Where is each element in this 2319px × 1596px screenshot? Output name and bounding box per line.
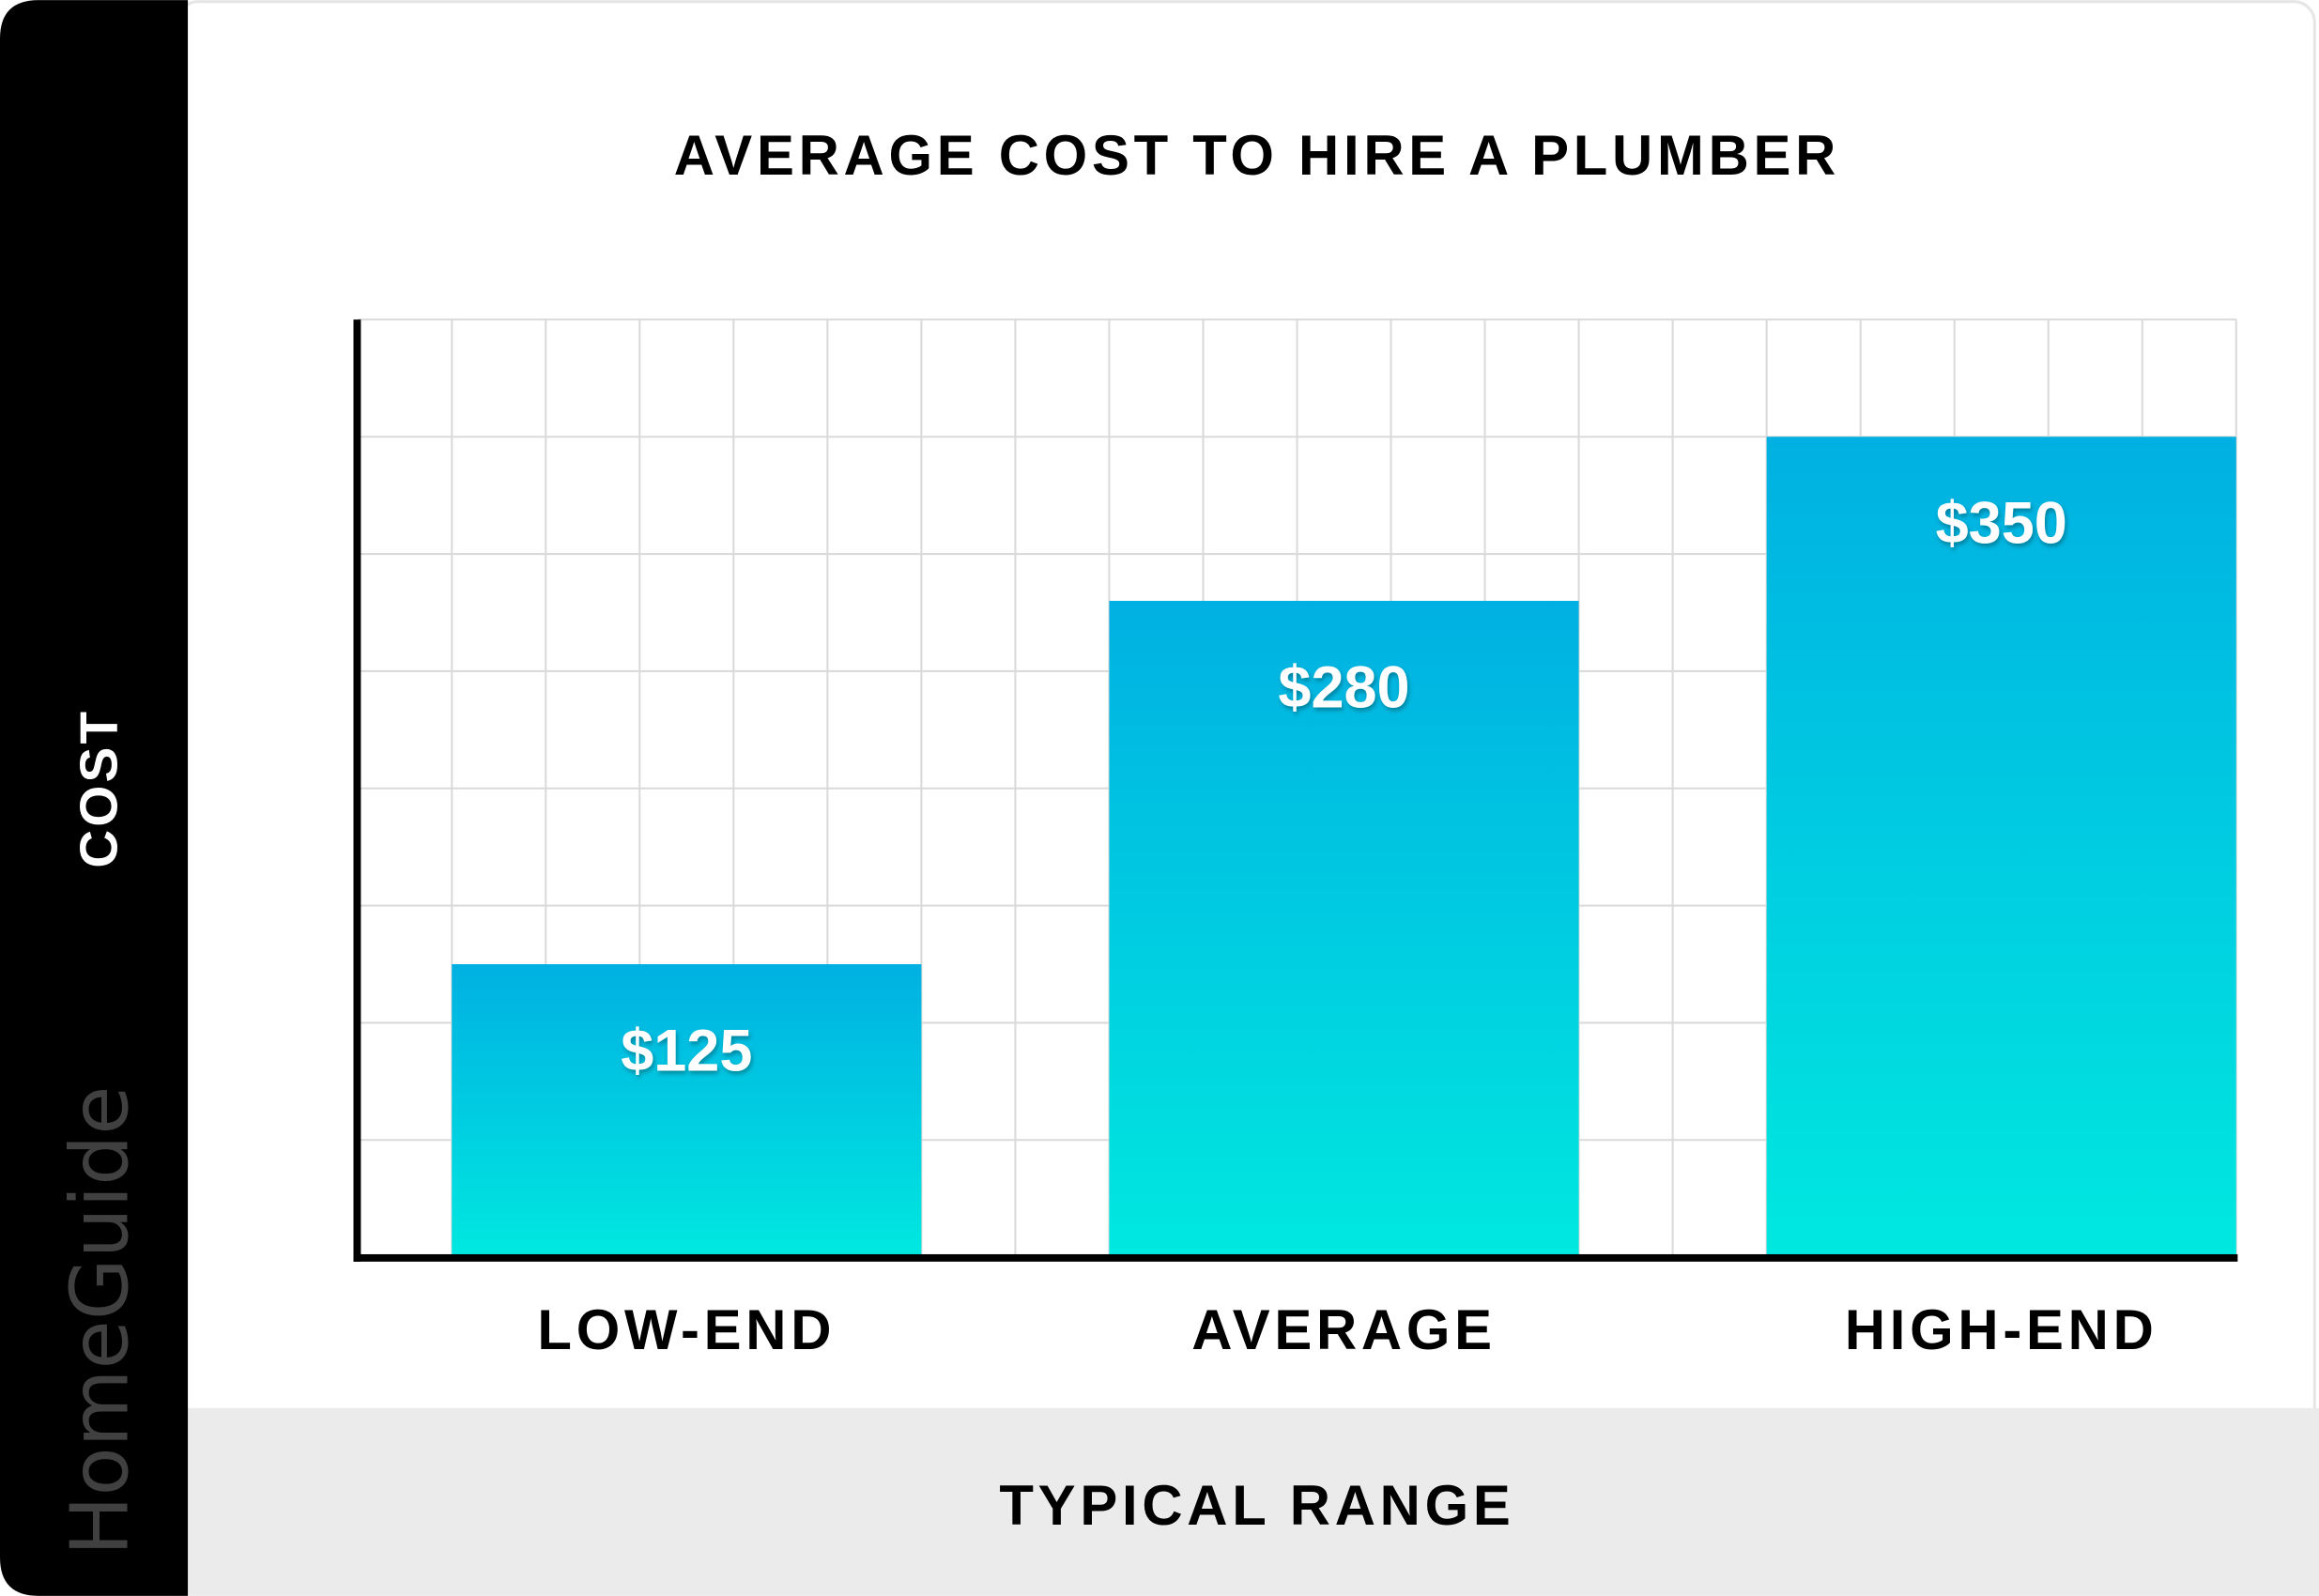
bar-high-end — [1766, 437, 2236, 1258]
bar-average — [1109, 601, 1579, 1258]
y-axis-label: COST — [69, 709, 129, 868]
category-label: HIGH-END — [1845, 1298, 2158, 1361]
data-label: $125 — [621, 1018, 752, 1083]
sidebar — [0, 0, 189, 1596]
y-axis-line — [353, 319, 361, 1262]
data-label: $280 — [1278, 654, 1409, 720]
x-axis-label: TYPICAL RANGE — [999, 1474, 1514, 1537]
chart-title: AVERAGE COST TO HIRE A PLUMBER — [674, 124, 1840, 187]
footer-band — [177, 1407, 2319, 1596]
bar-low-end — [452, 964, 922, 1258]
x-axis-line — [353, 1253, 2238, 1262]
homeguide-logo: HomeGuide — [54, 1085, 146, 1556]
data-label: $350 — [1936, 491, 2067, 557]
category-label: LOW-END — [537, 1298, 836, 1361]
category-label: AVERAGE — [1191, 1298, 1497, 1361]
bars: $125 $280 $350 — [452, 437, 2236, 1258]
